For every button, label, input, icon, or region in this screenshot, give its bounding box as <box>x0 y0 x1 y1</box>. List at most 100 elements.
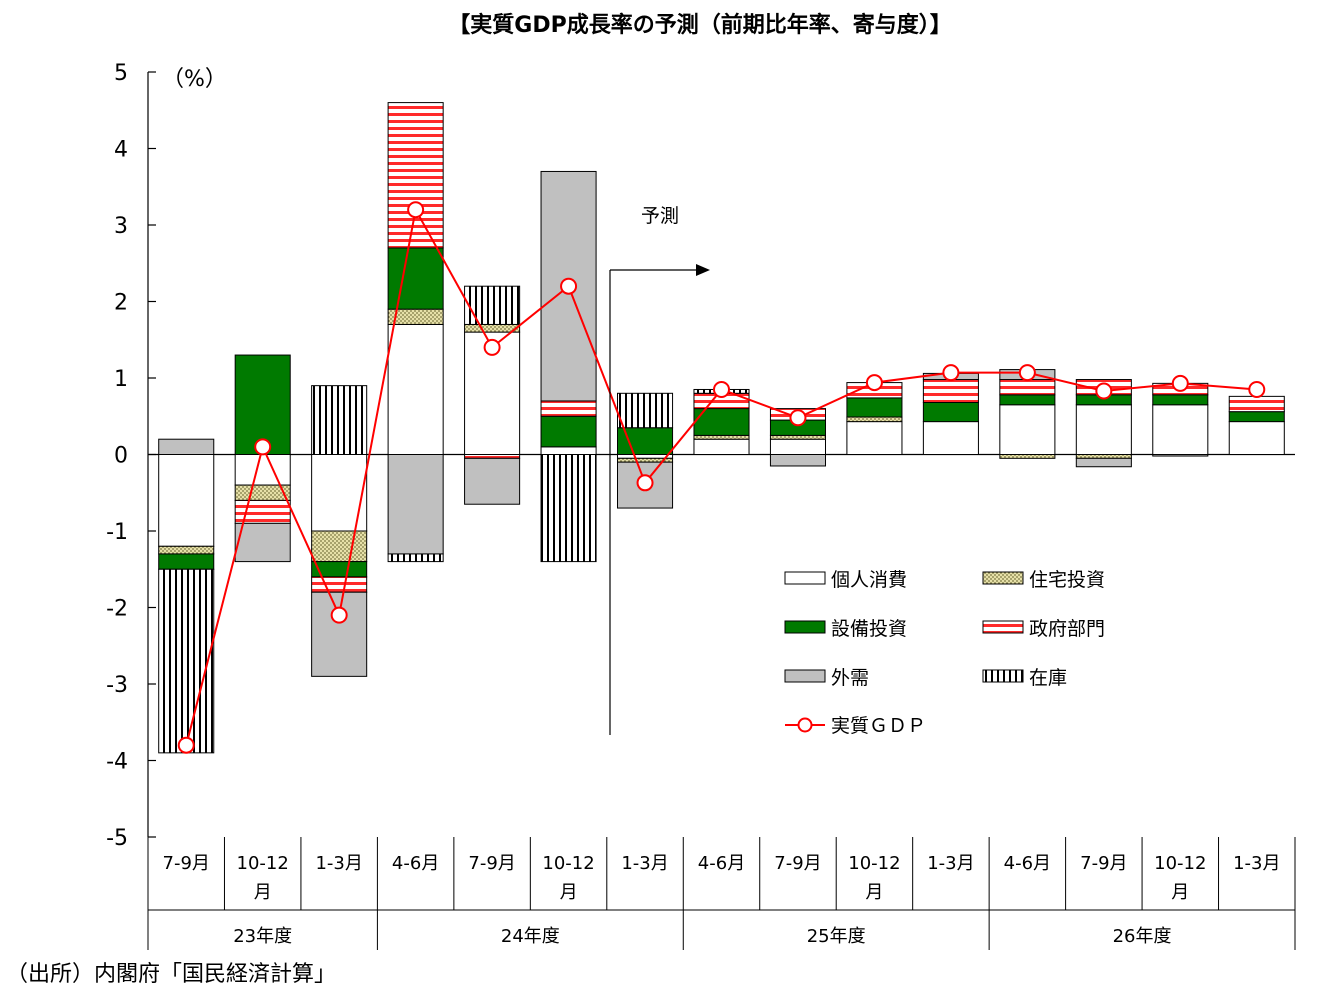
bar-segment <box>540 415 597 448</box>
quarter-label-line2: 月 <box>560 882 578 903</box>
legend-swatch <box>982 669 1024 683</box>
quarter-label: 10-12 <box>1154 853 1206 874</box>
quarter-label-line2: 月 <box>1171 882 1189 903</box>
y-tick-label: 4 <box>114 138 128 163</box>
bar-segment <box>158 568 215 754</box>
legend-label: 実質ＧＤＰ <box>831 715 926 737</box>
bar-segment <box>387 454 444 555</box>
quarter-label: 4-6月 <box>392 853 439 874</box>
legend-label: 住宅投資 <box>1029 569 1105 591</box>
source-note: （出所）内閣府「国民経済計算」 <box>6 962 337 987</box>
bar-segment <box>540 454 597 563</box>
quarter-label: 1-3月 <box>1233 853 1280 874</box>
forecast-marker: 予測 <box>609 205 710 735</box>
legend-swatch <box>784 669 826 683</box>
gdp-point <box>254 438 272 456</box>
bar-segment <box>1152 394 1209 406</box>
y-tick-label: 1 <box>114 367 128 392</box>
legend-label: 設備投資 <box>831 618 907 640</box>
y-tick-label: 3 <box>114 214 128 239</box>
bar-segment <box>540 446 597 456</box>
fiscal-year-label: 23年度 <box>233 926 292 947</box>
bar-segment <box>846 421 903 456</box>
gdp-line <box>177 201 1266 754</box>
bar-segment <box>846 397 903 418</box>
bar-segment <box>1228 395 1285 413</box>
y-tick-label: -4 <box>106 750 128 775</box>
bar-segment <box>311 385 368 455</box>
chart-title: 【実質GDP成長率の予測（前期比年率、寄与度）】 <box>448 12 951 38</box>
bar-segment <box>311 454 368 532</box>
bar-segment <box>922 421 979 456</box>
gdp-point <box>177 736 195 754</box>
bar-segment <box>999 394 1056 406</box>
fiscal-year-label: 25年度 <box>807 926 866 947</box>
forecast-label: 予測 <box>641 205 679 227</box>
bar-segment <box>311 591 368 677</box>
quarter-label: 1-3月 <box>621 853 668 874</box>
bar-segment <box>846 416 903 423</box>
quarter-label: 7-9月 <box>774 853 821 874</box>
bar-segment <box>311 530 368 563</box>
legend-label: 外需 <box>831 667 869 689</box>
y-tick-label: -1 <box>106 520 128 545</box>
y-tick-label: 0 <box>114 444 128 469</box>
bar-segment <box>234 354 291 455</box>
bar-segment <box>464 457 521 505</box>
bar-segment <box>693 434 750 440</box>
gdp-point <box>1018 364 1036 382</box>
legend-swatch <box>982 571 1024 585</box>
y-tick-label: -5 <box>106 826 128 851</box>
bar-segment <box>158 454 215 547</box>
legend-label: 在庫 <box>1029 667 1067 689</box>
gdp-point <box>560 277 578 295</box>
gdp-point <box>1248 380 1266 398</box>
gdp-point <box>483 338 501 356</box>
bar-segment <box>387 102 444 249</box>
bar-segment <box>464 454 521 459</box>
quarter-label: 10-12 <box>237 853 289 874</box>
bar-segment <box>1152 404 1209 455</box>
y-unit-label: （%） <box>162 67 227 92</box>
gdp-point <box>636 474 654 492</box>
legend-label: 個人消費 <box>831 569 907 591</box>
legend-swatch <box>784 571 826 585</box>
legend-line-marker <box>797 717 813 733</box>
bar-segment <box>693 438 750 456</box>
y-tick-label: -2 <box>106 597 128 622</box>
gdp-point <box>942 364 960 382</box>
quarter-label: 7-9月 <box>1080 853 1127 874</box>
bar-segment <box>540 400 597 417</box>
bar-segment <box>999 379 1056 396</box>
gdp-point <box>407 201 425 219</box>
bar-segment <box>387 247 444 310</box>
bar-segment <box>1075 454 1132 459</box>
quarter-label-line2: 月 <box>865 882 883 903</box>
gdp-point <box>1095 382 1113 400</box>
bar-segment <box>1228 421 1285 456</box>
bar-segment <box>922 401 979 423</box>
gdp-point <box>865 374 883 392</box>
quarter-label-line2: 月 <box>254 882 272 903</box>
gdp-point <box>330 606 348 624</box>
fiscal-year-label: 26年度 <box>1113 926 1172 947</box>
bar-segment <box>234 522 291 563</box>
gdp-point <box>789 409 807 427</box>
forecast-arrow-head <box>696 264 710 276</box>
y-tick-label: -3 <box>106 673 128 698</box>
bar-segment <box>234 454 291 486</box>
legend-swatch <box>784 620 826 634</box>
bar-segment <box>769 434 826 440</box>
bar-segment <box>999 454 1056 459</box>
quarter-label: 1-3月 <box>927 853 974 874</box>
bar-segment <box>1075 457 1132 468</box>
y-tick-label: 2 <box>114 291 128 316</box>
fiscal-year-label: 24年度 <box>501 926 560 947</box>
y-tick-label: 5 <box>114 61 128 86</box>
gdp-point <box>713 380 730 398</box>
bar-segment <box>617 392 674 429</box>
bar-segment <box>769 454 826 467</box>
bar-segment <box>1152 454 1209 457</box>
